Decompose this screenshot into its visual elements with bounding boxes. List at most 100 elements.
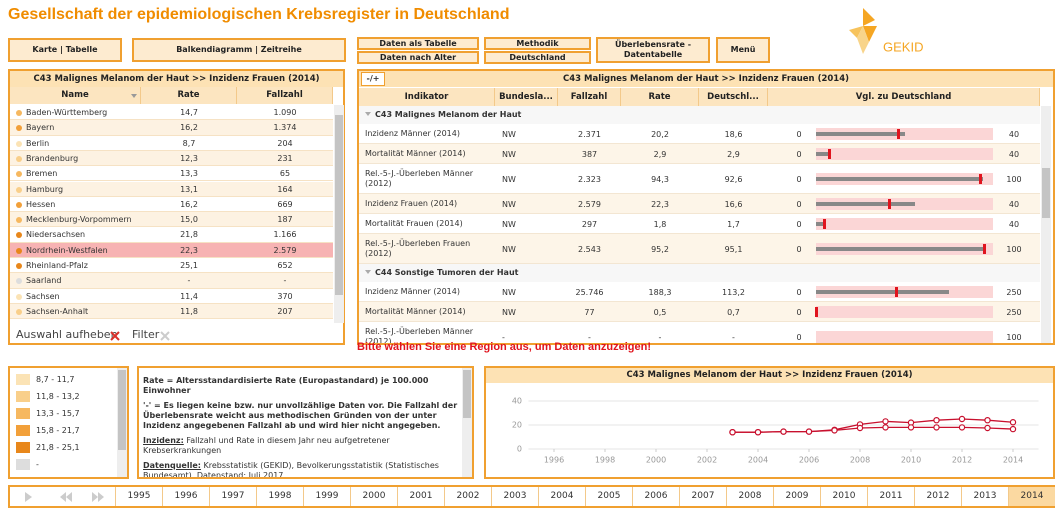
region-rate: 8,7 [182, 138, 196, 148]
scrollbar [1041, 106, 1051, 343]
clear-selection[interactable]: Auswahl aufheben [16, 328, 118, 341]
indicator-row[interactable]: Rel.-5-J.-Überleben Männer (2012) NW 2.323… [359, 164, 1040, 194]
column-header[interactable]: Bundesla... [495, 88, 558, 106]
region-row[interactable]: Brandenburg 12,3 231 [10, 150, 333, 167]
region-row[interactable]: Rheinland-Pfalz 25,1 652 [10, 258, 333, 274]
indicator-row[interactable]: Rel.-5-J.-Überleben Frauen (2012) NW 2.543… [359, 234, 1040, 264]
scrollbar-thumb[interactable] [335, 115, 343, 295]
column-header[interactable]: Fallzahl [237, 87, 333, 104]
column-header[interactable]: Rate [141, 87, 237, 104]
region-rate: 16,2 [180, 123, 198, 133]
group-name: C44 Sonstige Tumoren der Haut [375, 268, 519, 277]
nav-button[interactable]: Balkendiagramm | Zeitreihe [132, 38, 346, 62]
region-name: Mecklenburg-Vorpommern [26, 215, 132, 225]
series-line [732, 418, 1014, 433]
rate: 1,8 [653, 219, 667, 229]
indicator-name: Inzidenz Frauen (2014) [365, 199, 458, 208]
region-row[interactable]: Baden-Württemberg 14,7 1.090 [10, 105, 333, 121]
indicator-row[interactable]: Rel.-5-J.-Überleben Männer (2012) - - - - 0 10… [359, 322, 1040, 343]
bullet-bar [816, 247, 985, 251]
row-dot [16, 125, 22, 132]
scrollbar-thumb[interactable] [118, 370, 126, 450]
indicator-row[interactable]: Inzidenz Frauen (2014) NW 2.579 22,3 16,6 0 40 [359, 194, 1040, 214]
nav-button[interactable]: Überlebensrate - Datentabelle [596, 37, 710, 63]
x-tick-label: 2006 [799, 456, 819, 465]
year-button[interactable]: 1995 [115, 487, 162, 506]
toggle-button[interactable]: -/+ [361, 72, 385, 86]
nav-button[interactable]: Menü [716, 37, 770, 63]
nav-button[interactable]: Deutschland [484, 51, 591, 64]
year-button[interactable]: 2001 [397, 487, 444, 506]
group-row[interactable]: C43 Malignes Melanom der Haut [359, 106, 1040, 124]
cases: 297 [581, 219, 598, 229]
indicator-row[interactable]: Mortalität Frauen (2014) NW 297 1,8 1,7 0 40 [359, 214, 1040, 234]
year-button[interactable]: 2013 [961, 487, 1008, 506]
region-rate: 25,1 [180, 261, 198, 270]
group-row[interactable]: C44 Sonstige Tumoren der Haut [359, 264, 1040, 282]
region-row[interactable]: Saarland - - [10, 273, 333, 289]
scrollbar-thumb[interactable] [1042, 168, 1050, 218]
region-row[interactable]: Nordrhein-Westfalen 22,3 2.579 [10, 242, 333, 258]
nav-button[interactable]: Daten nach Alter [357, 51, 479, 64]
region-cases: 1.166 [273, 230, 297, 240]
region-row[interactable]: Hamburg 13,1 164 [10, 181, 333, 197]
year-button[interactable]: 2000 [350, 487, 397, 506]
column-header[interactable]: Name [10, 87, 141, 104]
year-button[interactable]: 2009 [773, 487, 820, 506]
column-header[interactable]: Rate [621, 88, 699, 106]
indicator-row[interactable]: Mortalität Männer (2014) NW 387 2,9 2,9 0 40 [359, 144, 1040, 164]
data-point [933, 424, 940, 431]
year-button[interactable]: 2005 [585, 487, 632, 506]
year-button[interactable]: 2002 [444, 487, 491, 506]
year-button[interactable]: 2007 [679, 487, 726, 506]
region-row[interactable]: Hessen 16,2 669 [10, 196, 333, 213]
region-row[interactable]: Berlin 8,7 204 [10, 135, 333, 151]
group-arrow [365, 270, 371, 274]
year-button[interactable]: 2008 [726, 487, 773, 506]
column-header[interactable]: Fallzahl [558, 88, 621, 106]
region-row[interactable]: Sachsen 11,4 370 [10, 288, 333, 304]
column-header[interactable]: Indikator [359, 88, 495, 106]
indicator-row[interactable]: Inzidenz Männer (2014) NW 2.371 20,2 18,6 0 40 [359, 124, 1040, 144]
bullet-bar [816, 177, 983, 181]
indicator-row[interactable]: Inzidenz Männer (2014) NW 25.746 188,3 113,2… [359, 282, 1040, 302]
year-button[interactable]: 2004 [538, 487, 585, 506]
year-button[interactable]: 1996 [162, 487, 209, 506]
panel-title: C43 Malignes Melanom der Haut >> Inziden… [10, 71, 343, 87]
year-button[interactable]: 2014 [1008, 487, 1055, 506]
region-row[interactable]: Niedersachsen 21,8 1.166 [10, 227, 333, 243]
filter[interactable]: Filter [132, 328, 160, 341]
region-row[interactable]: Sachsen-Anhalt 11,8 207 [10, 303, 333, 320]
indicator-row[interactable]: Mortalität Männer (2014) NW 77 0,5 0,7 0 250 [359, 302, 1040, 322]
sort-arrow [131, 94, 137, 98]
column-header[interactable]: Deutschl... [699, 88, 768, 106]
year-button[interactable]: 2011 [867, 487, 914, 506]
region-name: Niedersachsen [26, 230, 86, 240]
region-row[interactable]: Mecklenburg-Vorpommern 15,0 187 [10, 212, 333, 228]
year-button[interactable]: 1998 [256, 487, 303, 506]
year-button[interactable]: 1997 [209, 487, 256, 506]
state: NW [502, 244, 516, 254]
rewind-button[interactable] [58, 491, 74, 503]
region-row[interactable]: Schleswig-Holstein 21,5446 [10, 319, 333, 323]
nav-button[interactable]: Karte | Tabelle [8, 38, 122, 62]
year-button[interactable]: 1999 [303, 487, 350, 506]
scrollbar-thumb[interactable] [463, 370, 471, 418]
cases: 25.746 [575, 287, 604, 297]
play-button[interactable] [20, 491, 36, 503]
year-button[interactable]: 2012 [914, 487, 961, 506]
forward-button[interactable] [90, 491, 106, 503]
column-header[interactable]: Vgl. zu Deutschland [768, 88, 1040, 106]
region-row[interactable]: Bayern 16,2 1.374 [10, 120, 333, 136]
data-point [780, 428, 787, 435]
year-button[interactable]: 2003 [491, 487, 538, 506]
region-row[interactable]: Bremen 13,3 65 [10, 166, 333, 182]
year-button[interactable]: 2010 [820, 487, 867, 506]
nav-button[interactable]: Methodik [484, 37, 591, 50]
year-button[interactable]: 2006 [632, 487, 679, 506]
nav-button[interactable]: Daten als Tabelle [357, 37, 479, 50]
region-name: Schleswig-Holstein [26, 319, 101, 323]
x-tick-label: 2000 [646, 456, 666, 465]
scale-max: 250 [1006, 307, 1022, 317]
germany-rate: 18,6 [724, 129, 743, 139]
